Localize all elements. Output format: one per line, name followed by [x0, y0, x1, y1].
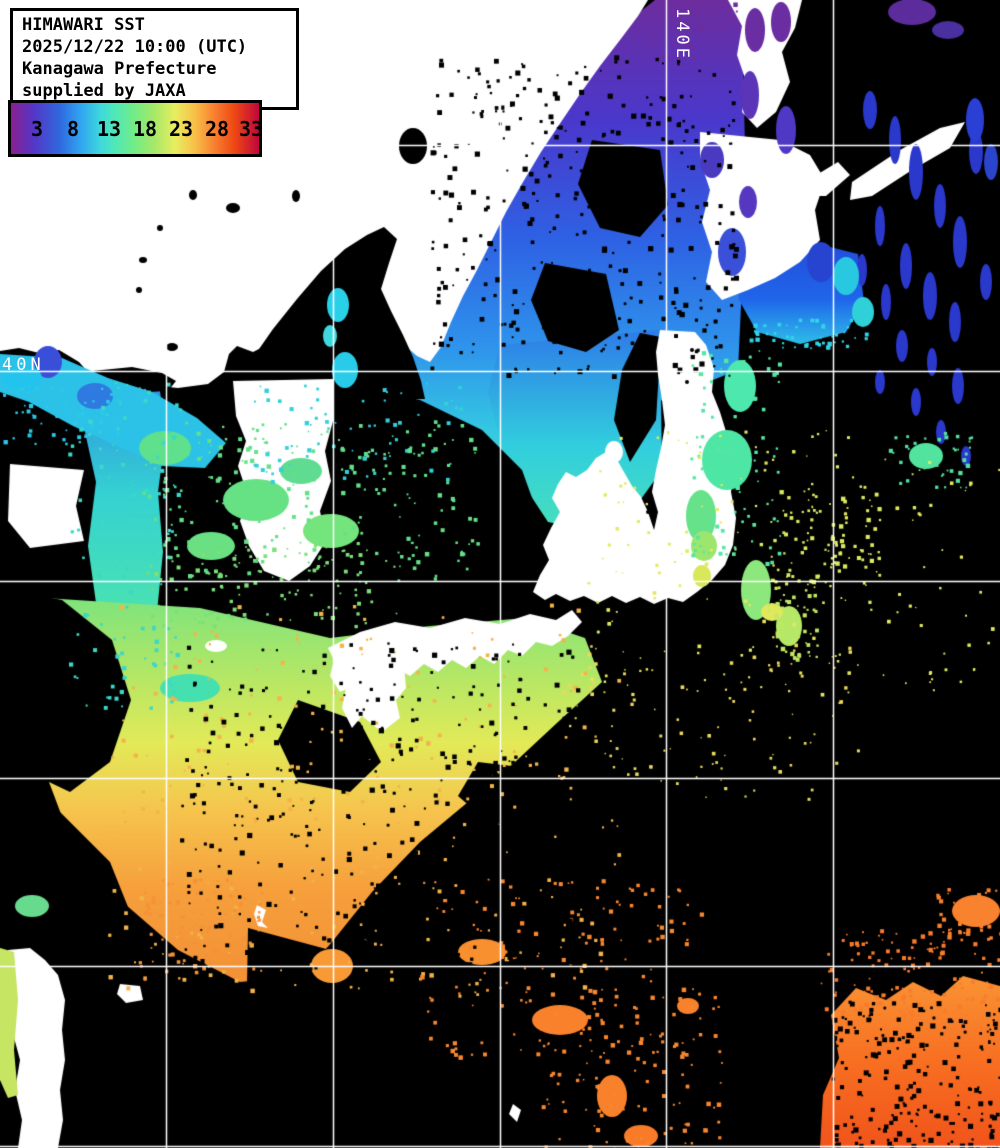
colorbar-gradient [11, 103, 259, 154]
colorbar-tick: 28 [204, 117, 230, 141]
map-provider: Kanagawa Prefecture [22, 59, 217, 79]
map-credit: supplied by JAXA [22, 81, 186, 101]
longitude-label: 140E [672, 8, 692, 61]
colorbar-tick: 8 [66, 117, 80, 141]
colorbar-tick: 33 [238, 117, 264, 141]
temperature-colorbar: 3 8 13 18 23 28 33 [8, 100, 263, 157]
map-timestamp: 2025/12/22 10:00 (UTC) [22, 37, 248, 57]
colorbar-tick: 13 [96, 117, 122, 141]
map-title: HIMAWARI SST [22, 15, 145, 35]
latitude-label: 40N [2, 355, 45, 375]
title-box: HIMAWARI SST 2025/12/22 10:00 (UTC) Kana… [10, 8, 299, 110]
colorbar-tick: 3 [30, 117, 44, 141]
colorbar-tick: 23 [168, 117, 194, 141]
colorbar-tick: 18 [132, 117, 158, 141]
